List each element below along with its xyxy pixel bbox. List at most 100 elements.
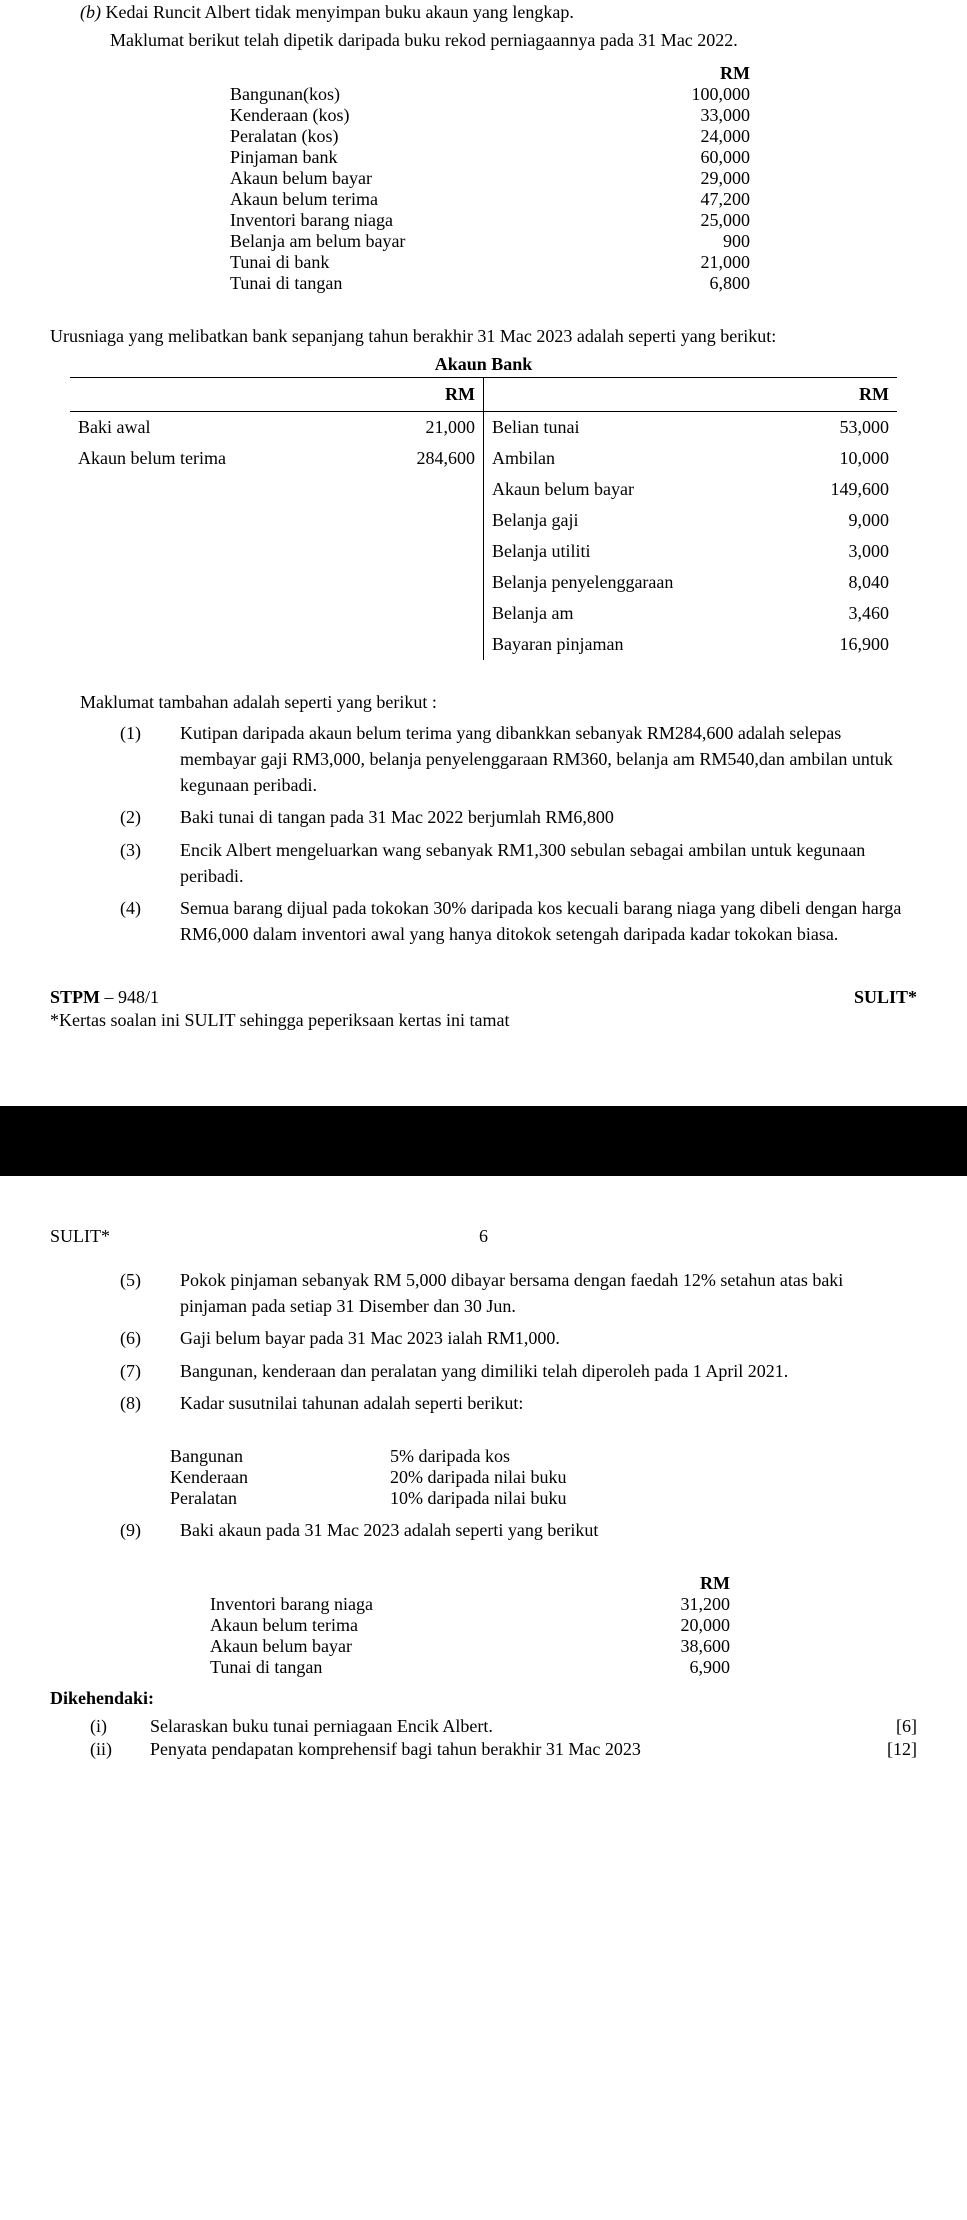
table-row: Tunai di bank21,000 (230, 252, 750, 273)
closing-currency: RM (610, 1573, 730, 1594)
table-row: Akaun belum bayar38,600 (210, 1636, 730, 1657)
page-1: (b) Kedai Runcit Albert tidak menyimpan … (0, 0, 967, 1076)
page-head-left: SULIT* (50, 1226, 339, 1247)
credit-column: RM Belian tunai53,000Ambilan10,000 Akaun … (484, 378, 897, 660)
balance-value: 60,000 (630, 147, 750, 168)
list-item: (4)Semua barang dijual pada tokokan 30% … (120, 895, 917, 947)
closing-balances-table: RM Inventori barang niaga31,200Akaun bel… (210, 1573, 730, 1678)
table-row: Bayaran pinjaman16,900 (484, 629, 897, 660)
list-item: (3)Encik Albert mengeluarkan wang sebany… (120, 837, 917, 889)
dep-rate: 5% daripada kos (390, 1446, 690, 1467)
balance-label: Tunai di bank (230, 252, 630, 273)
debit-currency: RM (385, 384, 475, 405)
account-label: Belanja utiliti (492, 541, 799, 562)
credit-header: RM (484, 378, 897, 412)
balance-label: Kenderaan (kos) (230, 105, 630, 126)
item-number: (8) (120, 1390, 180, 1416)
list-item: (6)Gaji belum bayar pada 31 Mac 2023 ial… (120, 1325, 917, 1351)
account-value: 149,600 (799, 479, 889, 500)
table-row: Belanja am belum bayar900 (230, 231, 750, 252)
additional-info-list-1: (1)Kutipan daripada akaun belum terima y… (120, 720, 917, 947)
dep-asset: Kenderaan (170, 1467, 390, 1488)
item-text: Kutipan daripada akaun belum terima yang… (180, 720, 917, 798)
closing-label: Inventori barang niaga (210, 1594, 610, 1615)
req-text: Penyata pendapatan komprehensif bagi tah… (150, 1739, 857, 1760)
account-value: 3,000 (799, 541, 889, 562)
balance-value: 24,000 (630, 126, 750, 147)
closing-label: Akaun belum terima (210, 1615, 610, 1636)
opening-balances-table: RM Bangunan(kos)100,000Kenderaan (kos)33… (230, 63, 750, 294)
page-head-right (628, 1226, 917, 1247)
balance-label: Belanja am belum bayar (230, 231, 630, 252)
list-item: (5)Pokok pinjaman sebanyak RM 5,000 diba… (120, 1267, 917, 1319)
required-title: Dikehendaki: (50, 1686, 917, 1710)
table-row: Belian tunai53,000 (484, 412, 897, 443)
table-row: Peralatan (kos)24,000 (230, 126, 750, 147)
balance-value: 29,000 (630, 168, 750, 189)
footer-right: SULIT* (854, 987, 917, 1008)
depreciation-table: Bangunan5% daripada kosKenderaan20% dari… (170, 1446, 690, 1509)
closing-header-row: RM (210, 1573, 730, 1594)
account-label: Belanja am (492, 603, 799, 624)
table-row: Ambilan10,000 (484, 443, 897, 474)
item-number: (7) (120, 1358, 180, 1384)
bank-account-table: Akaun Bank RM Baki awal21,000Akaun belum… (70, 354, 897, 660)
debit-header-spacer (78, 384, 385, 405)
list-item: (8)Kadar susutnilai tahunan adalah seper… (120, 1390, 917, 1416)
table-row: Kenderaan20% daripada nilai buku (170, 1467, 690, 1488)
balance-label: Pinjaman bank (230, 147, 630, 168)
balance-label: Akaun belum bayar (230, 168, 630, 189)
item-text: Semua barang dijual pada tokokan 30% dar… (180, 895, 917, 947)
account-value: 53,000 (799, 417, 889, 438)
table-row: Belanja gaji9,000 (484, 505, 897, 536)
closing-label: Akaun belum bayar (210, 1636, 610, 1657)
balance-label: Peralatan (kos) (230, 126, 630, 147)
table-row: Belanja am3,460 (484, 598, 897, 629)
required-list: (i)Selaraskan buku tunai perniagaan Enci… (90, 1716, 917, 1760)
debit-header: RM (70, 378, 483, 412)
item-text: Baki tunai di tangan pada 31 Mac 2022 be… (180, 804, 917, 830)
page-separator (0, 1106, 967, 1176)
table-row: Pinjaman bank60,000 (230, 147, 750, 168)
item-text: Kadar susutnilai tahunan adalah seperti … (180, 1390, 917, 1416)
t-account: RM Baki awal21,000Akaun belum terima284,… (70, 377, 897, 660)
table-row: Akaun belum terima284,600 (70, 443, 483, 474)
page-footer: STPM – 948/1 SULIT* (50, 987, 917, 1008)
closing-value: 20,000 (610, 1615, 730, 1636)
table-row: Belanja penyelenggaraan8,040 (484, 567, 897, 598)
closing-value: 6,900 (610, 1657, 730, 1678)
item-number: (1) (120, 720, 180, 798)
table-row: Akaun belum terima20,000 (210, 1615, 730, 1636)
closing-value: 31,200 (610, 1594, 730, 1615)
currency-header: RM (630, 63, 750, 84)
dep-asset: Bangunan (170, 1446, 390, 1467)
dep-asset: Peralatan (170, 1488, 390, 1509)
item-number: (6) (120, 1325, 180, 1351)
item-number: (5) (120, 1267, 180, 1319)
account-label: Akaun belum bayar (492, 479, 799, 500)
table-row: Baki awal21,000 (70, 412, 483, 443)
account-value: 284,600 (385, 448, 475, 469)
table-row: Bangunan(kos)100,000 (230, 84, 750, 105)
table-row: Bangunan5% daripada kos (170, 1446, 690, 1467)
balance-value: 6,800 (630, 273, 750, 294)
req-mark: [12] (857, 1739, 917, 1760)
table-row: Inventori barang niaga25,000 (230, 210, 750, 231)
balance-label: Tunai di tangan (230, 273, 630, 294)
account-value: 21,000 (385, 417, 475, 438)
bank-account-title: Akaun Bank (70, 354, 897, 375)
req-number: (ii) (90, 1739, 150, 1760)
table-header-row: RM (230, 63, 750, 84)
table-row: Belanja utiliti3,000 (484, 536, 897, 567)
balance-value: 47,200 (630, 189, 750, 210)
account-label: Akaun belum terima (78, 448, 385, 469)
item-text: Baki akaun pada 31 Mac 2023 adalah seper… (180, 1517, 917, 1543)
page-2-header: SULIT* 6 (50, 1226, 917, 1247)
item-text: Pokok pinjaman sebanyak RM 5,000 dibayar… (180, 1267, 917, 1319)
exam-code-bold: STPM (50, 987, 100, 1007)
footer-left: STPM – 948/1 (50, 987, 159, 1008)
balance-value: 25,000 (630, 210, 750, 231)
dep-rate: 10% daripada nilai buku (390, 1488, 690, 1509)
closing-value: 38,600 (610, 1636, 730, 1657)
account-value: 16,900 (799, 634, 889, 655)
